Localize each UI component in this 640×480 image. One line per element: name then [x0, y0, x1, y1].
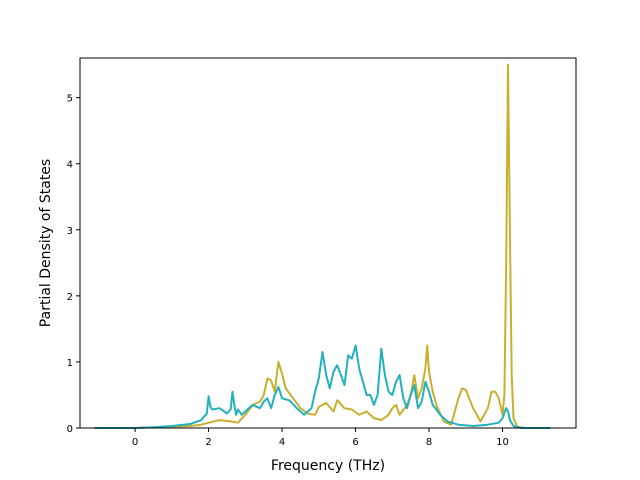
x-axis: 0 2 4 6 8 10: [132, 428, 509, 448]
x-axis-label: Frequency (THz): [271, 458, 385, 474]
x-tick-label: 2: [205, 437, 211, 448]
x-tick-label: 0: [132, 437, 138, 448]
y-tick-label: 5: [67, 94, 73, 105]
y-tick-label: 1: [67, 358, 73, 369]
x-tick-label: 6: [352, 437, 358, 448]
y-tick-label: 2: [67, 292, 73, 303]
plot-frame: [79, 57, 577, 429]
x-tick-label: 10: [496, 437, 509, 448]
x-tick-label: 4: [279, 437, 285, 448]
y-tick-label: 4: [67, 160, 73, 171]
series-line-2: [94, 344, 551, 429]
y-tick-label: 0: [67, 424, 73, 435]
y-tick-label: 3: [67, 226, 73, 237]
y-axis: 0 1 2 3 4 5: [67, 94, 80, 435]
series-line-1: [94, 63, 551, 429]
x-tick-label: 8: [426, 437, 432, 448]
series-layer: [94, 63, 551, 429]
y-axis-label: Partial Density of States: [38, 159, 54, 327]
